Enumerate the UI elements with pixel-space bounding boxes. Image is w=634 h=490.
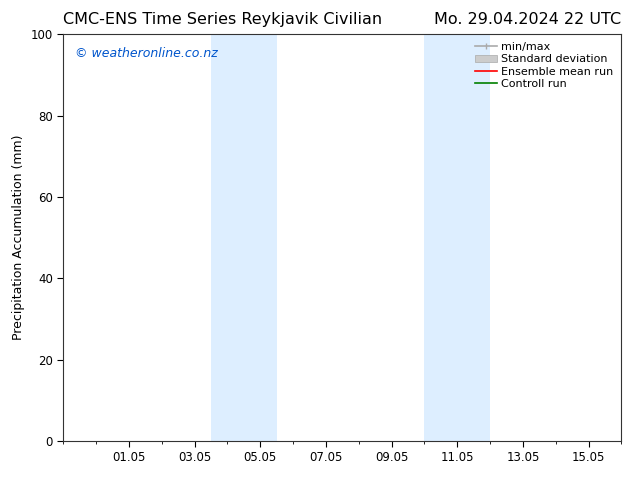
Text: © weatheronline.co.nz: © weatheronline.co.nz (75, 47, 217, 59)
Legend: min/max, Standard deviation, Ensemble mean run, Controll run: min/max, Standard deviation, Ensemble me… (472, 40, 616, 91)
Bar (424, 34, 457, 441)
Bar (457, 34, 490, 441)
Bar (244, 34, 276, 441)
Bar (211, 34, 244, 441)
Y-axis label: Precipitation Accumulation (mm): Precipitation Accumulation (mm) (12, 135, 25, 341)
Text: Mo. 29.04.2024 22 UTC: Mo. 29.04.2024 22 UTC (434, 12, 621, 27)
Text: CMC-ENS Time Series Reykjavik Civilian: CMC-ENS Time Series Reykjavik Civilian (63, 12, 382, 27)
